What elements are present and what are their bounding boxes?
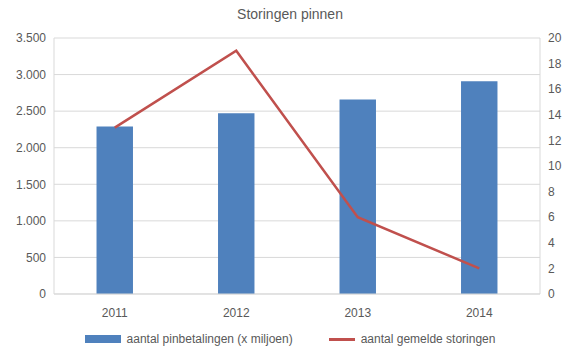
svg-text:2.500: 2.500 [16, 104, 46, 118]
html-text:Storingen pinnen: Storingen pinnen [237, 6, 343, 22]
svg-text:500: 500 [26, 251, 46, 265]
svg-text:20: 20 [548, 31, 562, 45]
html-text:aantal gemelde storingen: aantal gemelde storingen [360, 332, 496, 346]
svg-text:0: 0 [548, 287, 555, 301]
svg-text:12: 12 [548, 134, 562, 148]
svg-text:0: 0 [39, 287, 46, 301]
svg-text:1.000: 1.000 [16, 214, 46, 228]
svg-text:2: 2 [548, 262, 555, 276]
svg-text:2.000: 2.000 [16, 141, 46, 155]
svg-text:8: 8 [548, 185, 555, 199]
svg-text:1.500: 1.500 [16, 178, 46, 192]
svg-text:2014: 2014 [466, 306, 493, 320]
svg-text:6: 6 [548, 210, 555, 224]
html-text:aantal pinbetalingen (x miljoe: aantal pinbetalingen (x miljoen) [126, 332, 293, 346]
svg-text:4: 4 [548, 236, 555, 250]
svg-text:14: 14 [548, 108, 562, 122]
svg-text:3.500: 3.500 [16, 31, 46, 45]
svg-text:2011: 2011 [102, 306, 128, 320]
svg-text:10: 10 [548, 159, 562, 173]
svg-text:16: 16 [548, 82, 562, 96]
svg-text:2013: 2013 [344, 306, 371, 320]
svg-text:3.000: 3.000 [16, 68, 46, 82]
svg-text:18: 18 [548, 57, 562, 71]
svg-text:2012: 2012 [223, 306, 250, 320]
